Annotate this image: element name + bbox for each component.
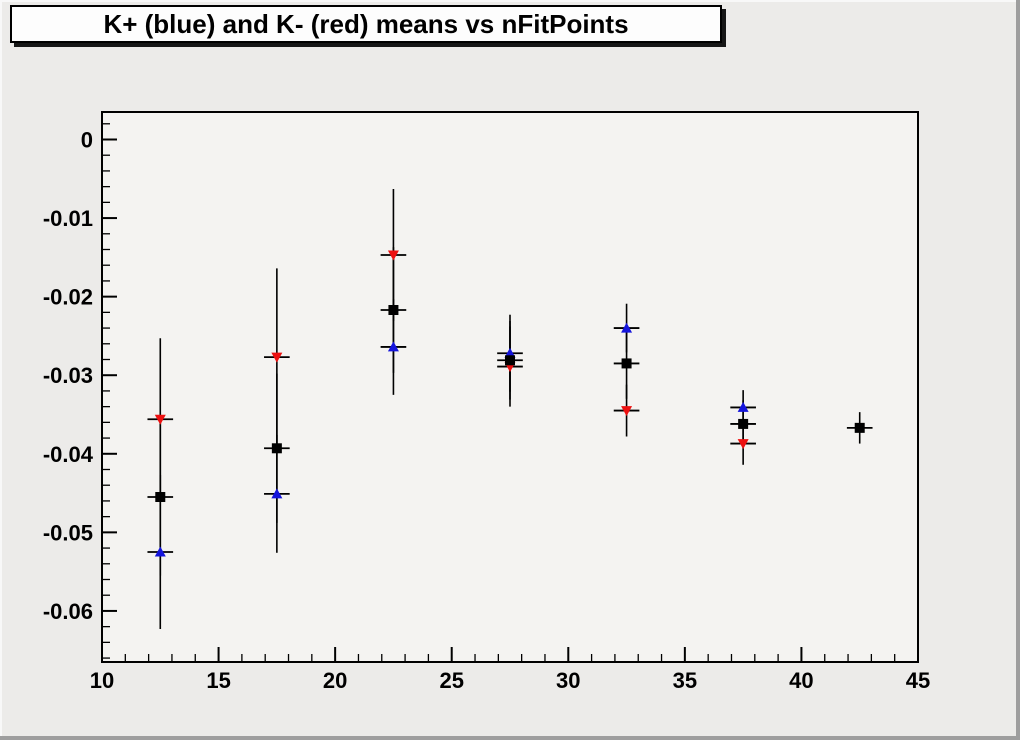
- y-axis-tick-label: 0: [81, 128, 93, 153]
- y-axis-tick-label: -0.01: [43, 206, 93, 231]
- plot-title-box: K+ (blue) and K- (red) means vs nFitPoin…: [10, 5, 722, 43]
- x-axis-tick-label: 10: [90, 668, 114, 693]
- marker-triangle-down: [154, 414, 166, 425]
- marker-triangle-up: [621, 322, 633, 333]
- x-axis-tick-label: 40: [789, 668, 813, 693]
- marker-square: [854, 422, 865, 433]
- x-axis-tick-label: 30: [556, 668, 580, 693]
- y-axis-tick-label: -0.04: [43, 442, 94, 467]
- marker-triangle-up: [154, 546, 166, 557]
- marker-triangle-up: [387, 341, 399, 352]
- plot-title: K+ (blue) and K- (red) means vs nFitPoin…: [103, 9, 629, 39]
- y-axis-tick-label: -0.05: [43, 520, 93, 545]
- y-axis-tick-label: -0.03: [43, 363, 93, 388]
- marker-triangle-up: [737, 401, 749, 412]
- marker-triangle-up: [271, 488, 283, 499]
- y-axis-tick-label: -0.02: [43, 285, 93, 310]
- x-axis-tick-label: 20: [323, 668, 347, 693]
- marker-triangle-down: [271, 352, 283, 363]
- x-axis-tick-label: 35: [673, 668, 697, 693]
- marker-square: [388, 305, 399, 315]
- marker-triangle-down: [621, 406, 633, 417]
- x-axis-tick-label: 45: [906, 668, 930, 693]
- marker-square: [271, 443, 282, 454]
- x-axis-tick-label: 15: [206, 668, 230, 693]
- marker-square: [738, 418, 749, 429]
- marker-square: [621, 358, 632, 369]
- marker-triangle-up: [504, 347, 516, 358]
- y-axis-tick-label: -0.06: [43, 599, 93, 624]
- marker-square: [155, 492, 166, 502]
- marker-square: [505, 355, 515, 366]
- x-axis-tick-label: 25: [439, 668, 463, 693]
- marker-triangle-down: [387, 250, 399, 261]
- marker-triangle-down: [737, 439, 749, 450]
